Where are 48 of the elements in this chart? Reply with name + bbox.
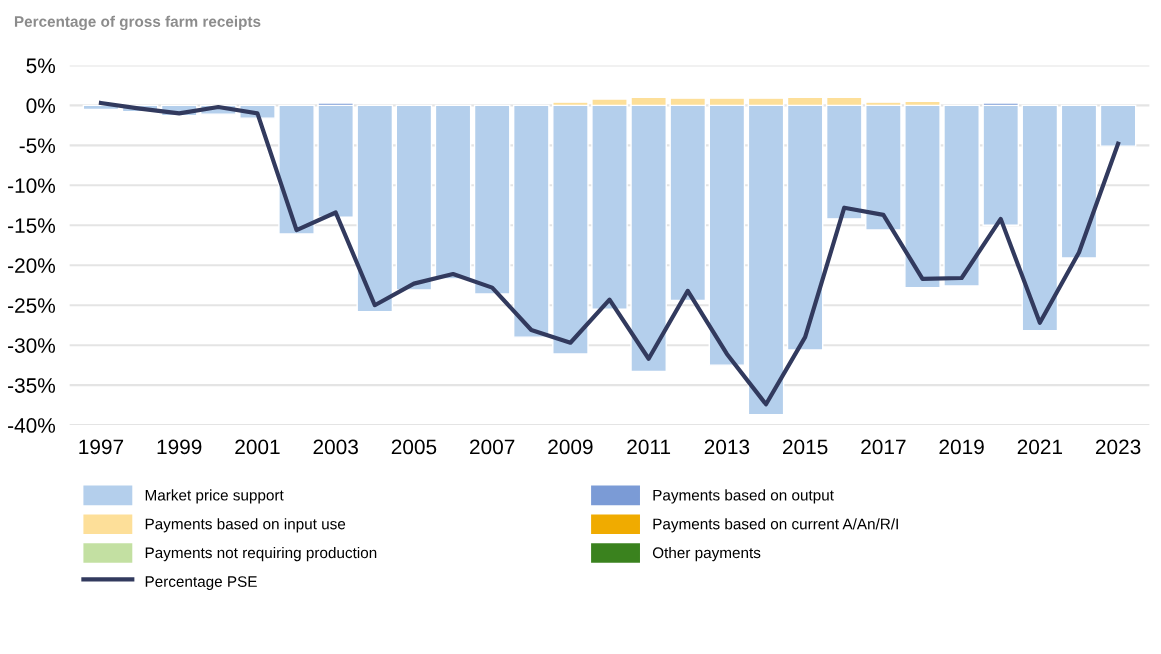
bar bbox=[278, 104, 315, 235]
bar bbox=[1021, 104, 1059, 332]
x-tick-label: 2001 bbox=[235, 439, 280, 455]
x-tick-label: 2005 bbox=[391, 439, 437, 455]
bar bbox=[1099, 104, 1137, 147]
y-tick-label: -30% bbox=[8, 338, 56, 353]
legend-label: Payments not requiring production bbox=[145, 546, 377, 562]
y-tick-label: 0% bbox=[26, 98, 56, 114]
x-tick-label: 2003 bbox=[313, 439, 358, 455]
bar bbox=[434, 104, 472, 280]
x-tick-label: 2007 bbox=[470, 439, 515, 455]
bar bbox=[473, 104, 511, 295]
legend-label: Payments based on input use bbox=[145, 518, 346, 533]
x-tick-label: 2015 bbox=[783, 439, 828, 455]
chart-title: Percentage of gross farm receipts bbox=[14, 15, 261, 31]
y-tick-label: 5% bbox=[26, 58, 56, 74]
bar bbox=[982, 104, 1020, 226]
x-tick-label: 2011 bbox=[627, 439, 671, 455]
y-tick-label: -15% bbox=[8, 218, 56, 234]
y-tick-label: -20% bbox=[8, 258, 56, 273]
legend-label: Payments based on current A/An/R/I bbox=[653, 518, 898, 533]
x-tick-label: 1997 bbox=[79, 439, 124, 455]
bar bbox=[552, 104, 589, 355]
bar bbox=[943, 104, 980, 287]
bar bbox=[1060, 104, 1098, 259]
x-tick-label: 2021 bbox=[1017, 439, 1063, 455]
x-tick-label: 2009 bbox=[548, 439, 593, 455]
x-tick-label: 2019 bbox=[939, 439, 984, 455]
x-tick-label: 2023 bbox=[1095, 439, 1141, 455]
bar bbox=[512, 104, 550, 338]
bar bbox=[865, 104, 902, 231]
x-tick-label: 2013 bbox=[704, 439, 750, 455]
y-tick-label: -40% bbox=[8, 418, 56, 433]
legend-label: Market price support bbox=[145, 489, 284, 504]
y-tick-label: -5% bbox=[19, 138, 56, 154]
y-tick-label: -10% bbox=[8, 178, 56, 194]
x-tick-label: 2017 bbox=[861, 439, 906, 455]
line-series bbox=[98, 100, 1121, 407]
y-tick-label: -35% bbox=[8, 378, 56, 393]
x-tick-label: 1999 bbox=[157, 439, 202, 455]
y-tick-label: -25% bbox=[8, 298, 56, 313]
bar bbox=[356, 104, 394, 313]
legend-label: Payments based on output bbox=[653, 489, 834, 504]
legend-label: Other payments bbox=[652, 546, 761, 562]
bar bbox=[904, 104, 941, 289]
bar bbox=[317, 104, 354, 218]
legend-label: Percentage PSE bbox=[145, 576, 257, 590]
bar bbox=[395, 104, 433, 291]
